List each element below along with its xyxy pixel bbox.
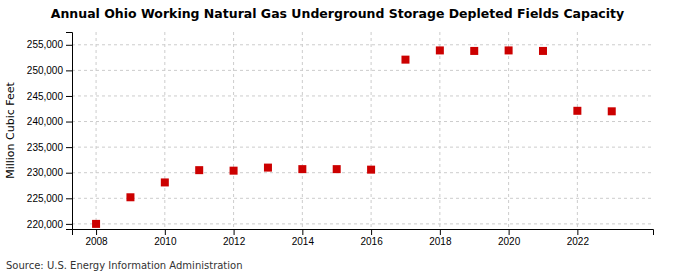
grid-line bbox=[72, 198, 653, 199]
grid-line bbox=[164, 32, 165, 229]
y-tick-mark bbox=[66, 96, 72, 97]
grid-line bbox=[72, 172, 653, 173]
y-tick: 250,000 bbox=[27, 65, 72, 76]
x-tick: 2016 bbox=[360, 229, 383, 247]
chart: 20082010201220142016201820202022220,0002… bbox=[0, 0, 675, 275]
point bbox=[92, 220, 100, 228]
y-tick-mark bbox=[66, 70, 72, 71]
x-tick: 2018 bbox=[429, 229, 452, 247]
grid-line bbox=[96, 32, 97, 229]
y-tick: 225,000 bbox=[27, 193, 72, 204]
x-tick-label: 2012 bbox=[223, 236, 246, 247]
y-tick-label: 240,000 bbox=[27, 116, 64, 127]
point bbox=[230, 167, 238, 175]
x-tick-label: 2020 bbox=[498, 236, 521, 247]
x-tick-label: 2008 bbox=[85, 236, 108, 247]
grid-line bbox=[577, 32, 578, 229]
point bbox=[436, 46, 444, 54]
x-tick-mark bbox=[234, 229, 235, 235]
y-tick-mark bbox=[66, 224, 72, 225]
point bbox=[505, 46, 513, 54]
point bbox=[195, 166, 203, 174]
x-tick: 2008 bbox=[85, 229, 108, 247]
y-tick-mark bbox=[66, 45, 72, 46]
x-tick-mark bbox=[302, 229, 303, 235]
plot: 20082010201220142016201820202022220,0002… bbox=[27, 32, 654, 247]
x-tick-label: 2014 bbox=[292, 236, 315, 247]
point bbox=[333, 165, 341, 173]
y-tick: 240,000 bbox=[27, 116, 72, 127]
y-tick-mark bbox=[66, 198, 72, 199]
y-tick-label: 220,000 bbox=[27, 219, 64, 230]
y-tick-mark bbox=[66, 122, 72, 123]
grid-line bbox=[72, 121, 653, 122]
x-tick: 2020 bbox=[498, 229, 521, 247]
point bbox=[367, 166, 375, 174]
grid-line bbox=[72, 70, 653, 71]
y-tick-label: 225,000 bbox=[27, 193, 64, 204]
point bbox=[573, 107, 581, 115]
point bbox=[161, 178, 169, 186]
grid-line bbox=[72, 95, 653, 96]
x-tick-mark bbox=[440, 229, 441, 235]
y-tick: 235,000 bbox=[27, 142, 72, 153]
x-axis: 2008 2010 2012 2014 2016 2018 2020 2022 bbox=[73, 229, 654, 247]
grid-line bbox=[508, 32, 509, 229]
point bbox=[264, 164, 272, 172]
x-tick-mark bbox=[371, 229, 372, 235]
y-tick: 255,000 bbox=[27, 39, 72, 50]
grid bbox=[72, 32, 653, 229]
title: Annual Ohio Working Natural Gas Undergro… bbox=[51, 6, 624, 21]
grid-line bbox=[72, 147, 653, 148]
y-tick: 220,000 bbox=[27, 219, 72, 230]
x-tick-label: 2018 bbox=[429, 236, 452, 247]
grid-line bbox=[72, 223, 653, 224]
point bbox=[126, 193, 134, 201]
grid-line bbox=[439, 32, 440, 229]
point bbox=[470, 47, 478, 55]
grid-line bbox=[302, 32, 303, 229]
y-axis-title: Million Cubic Feet bbox=[4, 81, 17, 178]
y-tick-label: 235,000 bbox=[27, 142, 64, 153]
x-tick-mark bbox=[509, 229, 510, 235]
x-tick: 2010 bbox=[154, 229, 177, 247]
point bbox=[401, 56, 409, 64]
x-tick: 2012 bbox=[223, 229, 246, 247]
points bbox=[92, 46, 616, 227]
grid-line bbox=[371, 32, 372, 229]
source: Source: U.S. Energy Information Administ… bbox=[6, 260, 243, 271]
x-tick-mark bbox=[165, 229, 166, 235]
y-tick-label: 255,000 bbox=[27, 39, 64, 50]
x-tick: 2014 bbox=[292, 229, 315, 247]
y-tick-label: 245,000 bbox=[27, 91, 64, 102]
y-tick: 230,000 bbox=[27, 167, 72, 178]
y-tick-mark bbox=[66, 147, 72, 148]
point bbox=[298, 165, 306, 173]
x-axis-line bbox=[73, 230, 654, 236]
point bbox=[539, 47, 547, 55]
x-tick-label: 2016 bbox=[360, 236, 383, 247]
y-axis-line bbox=[66, 33, 73, 230]
x-tick-mark bbox=[96, 229, 97, 235]
x-tick: 2022 bbox=[567, 229, 590, 247]
grid-line bbox=[233, 32, 234, 229]
x-tick-label: 2010 bbox=[154, 236, 177, 247]
y-tick-label: 250,000 bbox=[27, 65, 64, 76]
x-tick-mark bbox=[577, 229, 578, 235]
point bbox=[608, 107, 616, 115]
y-tick-mark bbox=[66, 173, 72, 174]
y-tick-label: 230,000 bbox=[27, 167, 64, 178]
grid-line bbox=[72, 44, 653, 45]
y-axis: 220,000 225,000 230,000 235,000 240,000 245,0… bbox=[27, 33, 73, 230]
x-tick-label: 2022 bbox=[567, 236, 590, 247]
y-tick: 245,000 bbox=[27, 91, 72, 102]
